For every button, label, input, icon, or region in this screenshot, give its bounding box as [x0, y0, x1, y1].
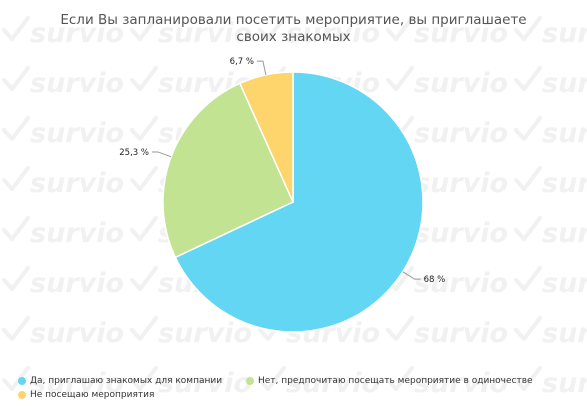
- watermark-check-icon: [130, 166, 158, 191]
- watermark-text: survio: [414, 318, 508, 349]
- watermark-check-icon: [130, 16, 158, 41]
- watermark-check-icon: [514, 266, 542, 291]
- watermark-text: survio: [414, 368, 508, 399]
- watermark-check-icon: [2, 66, 30, 91]
- watermark-text: survio: [158, 18, 252, 49]
- watermark-check-icon: [514, 66, 542, 91]
- pie-slice-not-attending[interactable]: [238, 71, 294, 203]
- watermark-check-icon: [514, 316, 542, 341]
- watermark-text: survio: [542, 118, 587, 149]
- leader-line-no: [151, 151, 172, 158]
- watermark-check-icon: [514, 166, 542, 191]
- watermark-check-icon: [514, 216, 542, 241]
- watermark-check-icon: [258, 16, 286, 41]
- watermark-check-icon: [130, 116, 158, 141]
- data-label-yes: 68 %: [424, 275, 446, 285]
- watermark-check-icon: [2, 166, 30, 191]
- watermark-check-icon: [2, 216, 30, 241]
- watermark-text: survio: [30, 318, 124, 349]
- watermark-text: survio: [30, 218, 124, 249]
- pie-slice-yes[interactable]: [174, 71, 424, 333]
- legend-marker-not-attending: [18, 391, 26, 399]
- watermark-text: survio: [30, 268, 124, 299]
- watermark-check-icon: [386, 316, 414, 341]
- watermark-text: survio: [414, 218, 508, 249]
- data-label-not-attending: 6,7 %: [230, 57, 254, 67]
- chart-title: Если Вы запланировали посетить мероприят…: [60, 12, 527, 45]
- watermark-text: survio: [414, 68, 508, 99]
- legend-label-yes: Да, приглашаю знакомых для компании: [30, 376, 223, 386]
- watermark-text: survio: [542, 68, 587, 99]
- watermark-check-icon: [386, 66, 414, 91]
- watermark-text: survio: [286, 368, 380, 399]
- leader-line-not-attending: [256, 60, 267, 75]
- watermark-check-icon: [514, 16, 542, 41]
- watermark-check-icon: [2, 116, 30, 141]
- watermark-text: survio: [158, 318, 252, 349]
- watermark-check-icon: [130, 366, 158, 391]
- watermark-check-icon: [2, 266, 30, 291]
- watermark-text: survio: [542, 168, 587, 199]
- legend-label-no: Нет, предпочитаю посещать мероприятие в …: [258, 376, 533, 386]
- watermark-text: survio: [414, 18, 508, 49]
- watermark-check-icon: [130, 66, 158, 91]
- data-label-no: 25,3 %: [119, 148, 149, 158]
- leader-line-yes: [402, 271, 421, 280]
- watermark-text: survio: [542, 318, 587, 349]
- legend-item-not-attending[interactable]: Не посещаю мероприятия: [18, 390, 154, 400]
- watermark-text: survio: [30, 68, 124, 99]
- watermark-check-icon: [130, 316, 158, 341]
- watermark-check-icon: [386, 16, 414, 41]
- watermark-text: survio: [30, 18, 124, 49]
- watermark-check-icon: [130, 216, 158, 241]
- watermark-text: survio: [542, 368, 587, 399]
- watermark-text: survio: [30, 118, 124, 149]
- watermark-check-icon: [2, 316, 30, 341]
- legend-marker-no: [246, 377, 254, 385]
- watermark-text: survio: [414, 168, 508, 199]
- watermark-check-icon: [514, 116, 542, 141]
- watermark-text: survio: [542, 18, 587, 49]
- watermark-check-icon: [130, 266, 158, 291]
- watermark-text: survio: [414, 268, 508, 299]
- legend-label-not-attending: Не посещаю мероприятия: [30, 390, 155, 400]
- watermark-text: survio: [542, 268, 587, 299]
- watermark-check-icon: [386, 366, 414, 391]
- watermark-text: survio: [30, 368, 124, 399]
- watermark-text: survio: [158, 368, 252, 399]
- watermark-text: survio: [414, 118, 508, 149]
- watermark-text: survio: [30, 168, 124, 199]
- legend-item-yes[interactable]: Да, приглашаю знакомых для компании: [18, 376, 222, 386]
- legend-item-no[interactable]: Нет, предпочитаю посещать мероприятие в …: [246, 376, 533, 386]
- legend-marker-yes: [18, 377, 26, 385]
- watermark-check-icon: [514, 366, 542, 391]
- watermark-check-icon: [258, 366, 286, 391]
- watermark-check-icon: [2, 16, 30, 41]
- watermark-check-icon: [2, 366, 30, 391]
- watermark-text: survio: [286, 18, 380, 49]
- watermark-text: survio: [542, 218, 587, 249]
